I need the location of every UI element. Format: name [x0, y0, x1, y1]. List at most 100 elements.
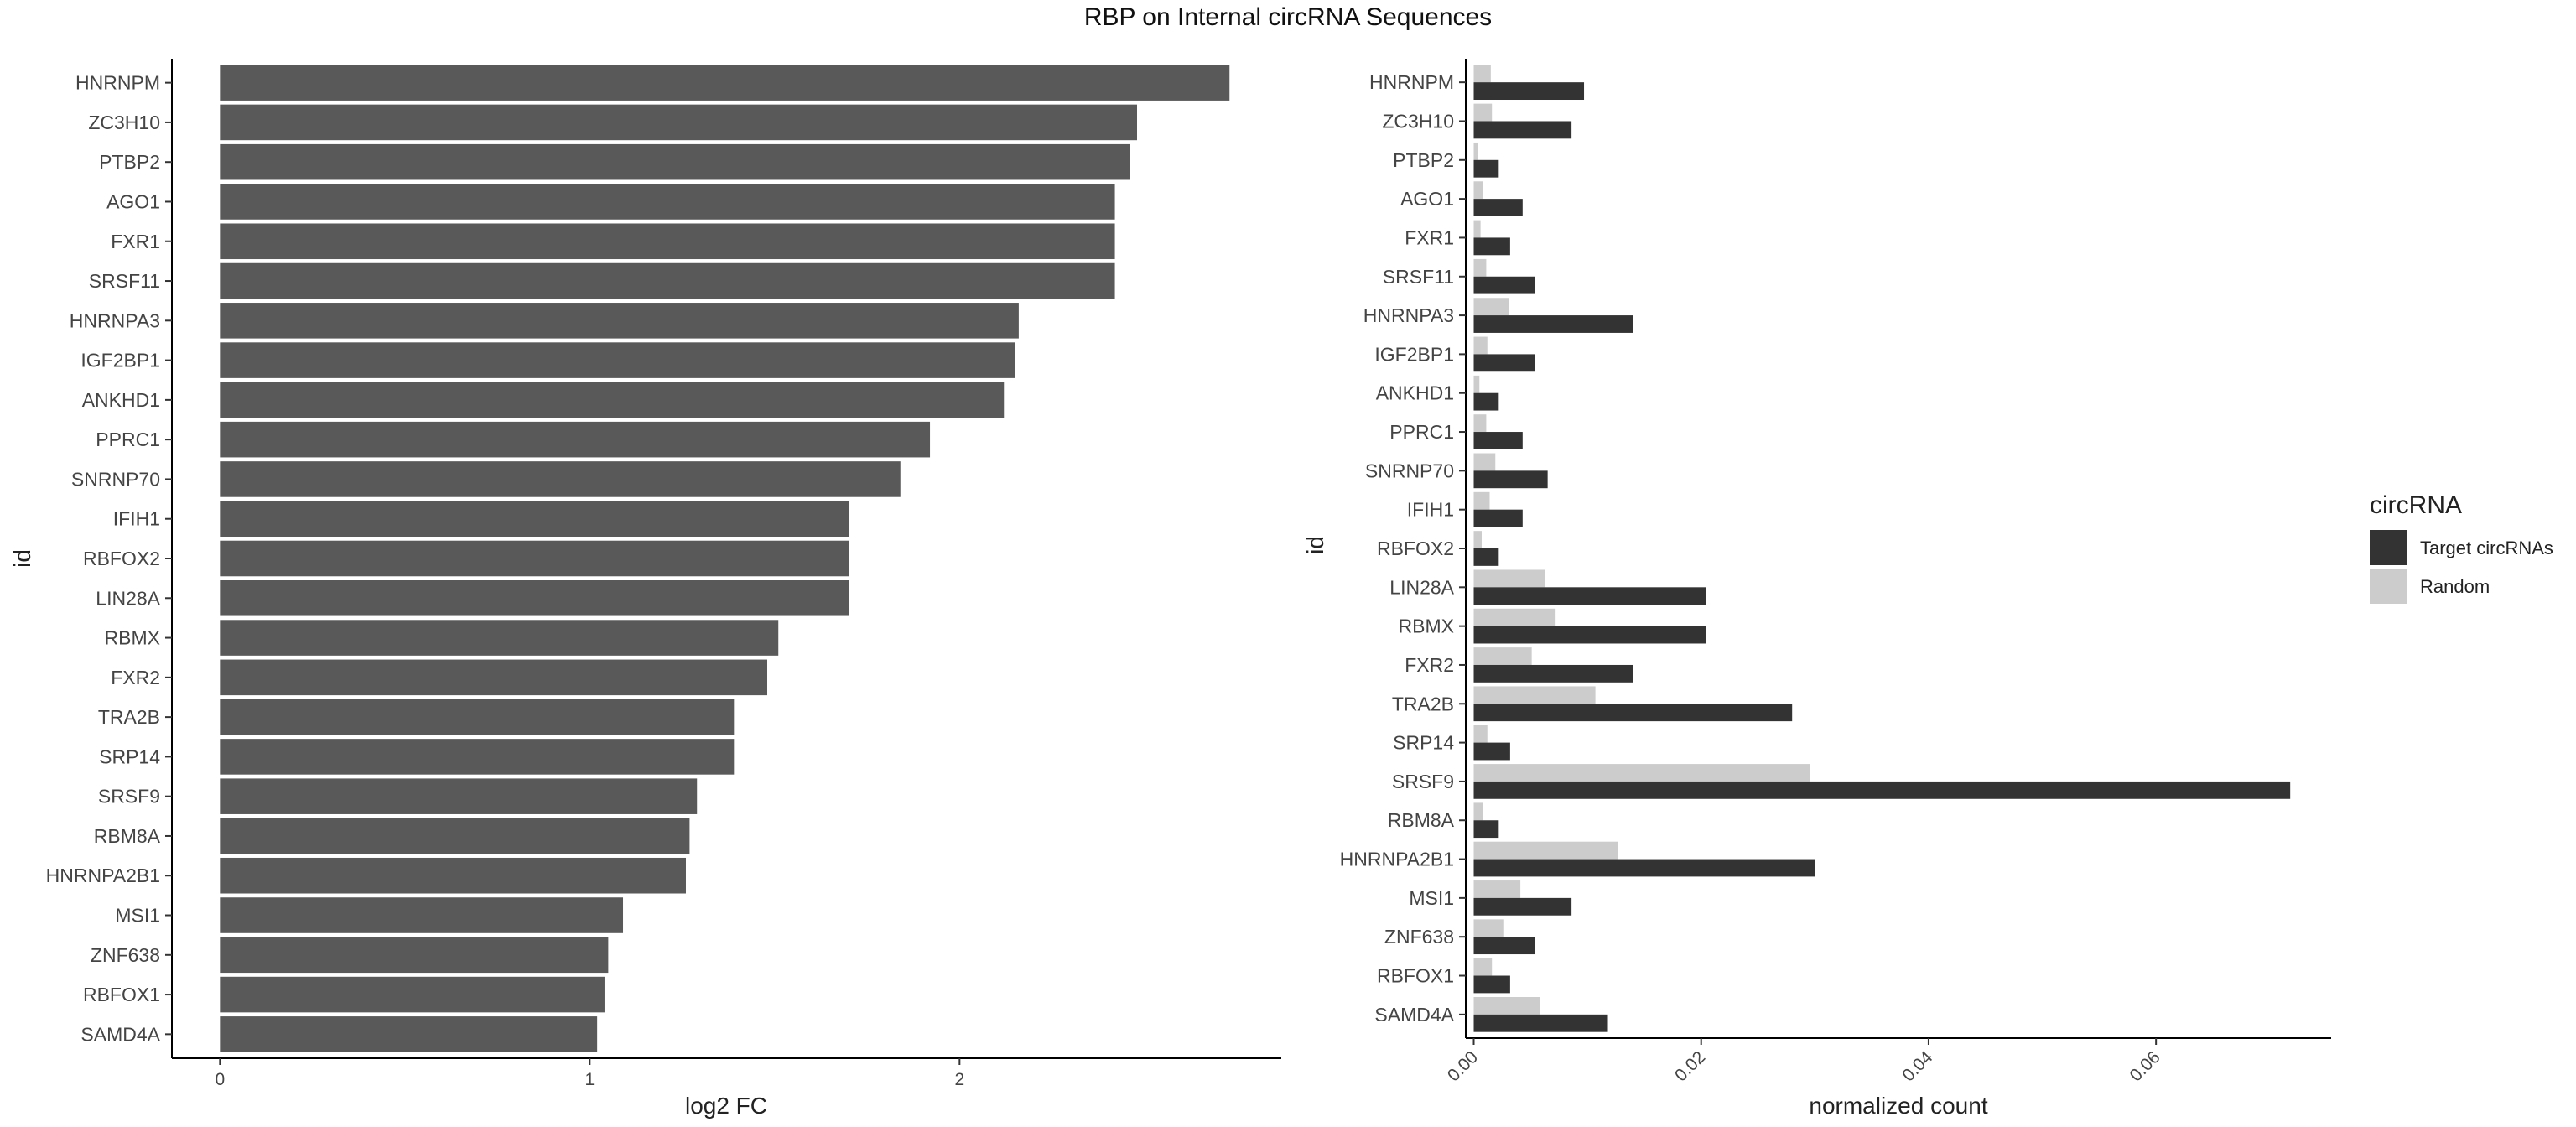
y-tick-label: RBFOX2 [83, 548, 160, 569]
y-tick-label: HNRNPA2B1 [46, 865, 160, 886]
x-tick-label: 2 [954, 1070, 964, 1089]
bar-target-lin28a [1473, 587, 1706, 605]
y-tick-label: PTBP2 [99, 151, 160, 173]
left-x-axis-title: log2 FC [685, 1093, 767, 1119]
y-tick-label: TRA2B [98, 706, 160, 728]
x-tick-label: 0.06 [2127, 1047, 2164, 1085]
y-tick-label: PPRC1 [96, 428, 160, 450]
y-tick-label: ZC3H10 [1382, 110, 1454, 132]
bar-random-lin28a [1473, 569, 1545, 588]
bar-random-ankhd1 [1473, 375, 1480, 393]
bar-random-ptbp2 [1473, 142, 1478, 160]
left-bars [220, 65, 1230, 1052]
y-tick-label: HNRNPA3 [70, 309, 160, 331]
bar-random-hnrnpa3 [1473, 298, 1509, 316]
y-tick-label: LIN28A [96, 587, 160, 609]
bar-target-ifih1 [1473, 509, 1523, 527]
y-tick-label: SNRNP70 [1365, 460, 1454, 481]
bar-random-igf2bp1 [1473, 336, 1488, 355]
bar-rbfox1 [220, 976, 605, 1013]
bar-pprc1 [220, 421, 931, 458]
x-tick-label: 1 [584, 1070, 595, 1089]
bar-target-snrnp70 [1473, 470, 1548, 489]
bar-target-znf638 [1473, 937, 1535, 955]
y-tick-label: TRA2B [1392, 693, 1454, 714]
y-tick-label: SRSF9 [1392, 771, 1454, 792]
legend-title: circRNA [2370, 491, 2462, 519]
bar-tra2b [220, 699, 735, 735]
bar-target-rbfox2 [1473, 548, 1499, 566]
bar-target-rbm8a [1473, 820, 1499, 839]
bar-snrnp70 [220, 461, 901, 497]
bar-samd4a [220, 1016, 598, 1052]
bar-fxr2 [220, 659, 768, 696]
bar-random-samd4a [1473, 996, 1540, 1015]
bar-target-ankhd1 [1473, 392, 1499, 411]
right-bars [1473, 65, 2291, 1032]
x-tick-label: 0.04 [1898, 1047, 1936, 1085]
bar-rbm8a [220, 818, 690, 854]
bar-srsf11 [220, 262, 1115, 299]
bar-target-msi1 [1473, 897, 1572, 916]
bar-random-srsf11 [1473, 258, 1487, 277]
bar-target-igf2bp1 [1473, 354, 1535, 372]
y-tick-label: RBFOX2 [1377, 538, 1454, 559]
bar-target-hnrnpm [1473, 82, 1585, 101]
y-tick-label: IFIH1 [113, 508, 160, 530]
bar-target-fxr2 [1473, 664, 1633, 683]
bar-ago1 [220, 184, 1115, 220]
y-tick-label: PTBP2 [1393, 149, 1454, 171]
y-tick-label: FXR1 [1405, 226, 1454, 248]
bar-random-msi1 [1473, 880, 1521, 898]
y-tick-label: FXR1 [111, 231, 160, 252]
bar-random-rbfox2 [1473, 531, 1482, 548]
x-tick-label: 0 [215, 1070, 225, 1089]
y-tick-label: ZC3H10 [88, 112, 160, 133]
y-tick-label: MSI1 [1409, 887, 1454, 909]
bar-fxr1 [220, 223, 1115, 260]
y-tick-label: MSI1 [115, 905, 160, 927]
y-tick-label: ZNF638 [1384, 926, 1454, 948]
bar-ifih1 [220, 501, 849, 537]
bar-random-tra2b [1473, 686, 1596, 704]
x-tick-label: 0.02 [1671, 1047, 1709, 1085]
bar-random-rbm8a [1473, 802, 1483, 821]
y-tick-label: RBFOX1 [1377, 965, 1454, 987]
left-x-ticks: 0 1 2 [215, 1058, 964, 1089]
y-tick-label: PPRC1 [1389, 421, 1454, 443]
y-tick-label: HNRNPA3 [1363, 304, 1454, 326]
bar-znf638 [220, 937, 609, 974]
y-tick-label: ANKHD1 [82, 389, 160, 411]
bar-target-srp14 [1473, 742, 1510, 761]
bar-random-ifih1 [1473, 491, 1490, 510]
y-tick-label: ANKHD1 [1376, 382, 1454, 404]
bar-random-snrnp70 [1473, 453, 1496, 471]
bar-target-tra2b [1473, 704, 1793, 722]
left-y-ticks: HNRNPM ZC3H10 PTBP2 AGO1 FXR1 SRSF11 HNRNPA3 IG… [46, 72, 172, 1045]
bar-random-rbmx [1473, 608, 1556, 626]
bar-igf2bp1 [220, 342, 1015, 378]
y-tick-label: SNRNP70 [71, 468, 160, 490]
bar-target-ago1 [1473, 199, 1523, 216]
legend-label-target: Target circRNAs [2420, 538, 2553, 558]
y-tick-label: LIN28A [1389, 576, 1454, 598]
bar-target-fxr1 [1473, 237, 1510, 256]
bar-target-rbfox1 [1473, 975, 1510, 994]
y-tick-label: SRP14 [1393, 732, 1454, 754]
y-tick-label: AGO1 [1400, 188, 1454, 210]
left-y-axis-title: id [9, 549, 35, 568]
y-tick-label: SRSF11 [89, 270, 160, 292]
y-tick-label: SAMD4A [1374, 1004, 1454, 1026]
left-panel: HNRNPM ZC3H10 PTBP2 AGO1 FXR1 SRSF11 HNRNPA3 IG… [9, 59, 1281, 1119]
bar-hnrnpm [220, 65, 1230, 101]
y-tick-label: RBMX [105, 627, 160, 649]
bar-ankhd1 [220, 382, 1005, 418]
bar-random-srsf9 [1473, 764, 1810, 782]
y-tick-label: SRP14 [99, 745, 160, 767]
y-tick-label: SRSF11 [1383, 266, 1454, 288]
y-tick-label: SRSF9 [98, 786, 160, 808]
y-tick-label: IFIH1 [1407, 499, 1454, 521]
bar-random-hnrnpm [1473, 65, 1491, 83]
y-tick-label: HNRNPM [1369, 71, 1454, 93]
bar-target-hnrnpa2b1 [1473, 859, 1815, 877]
